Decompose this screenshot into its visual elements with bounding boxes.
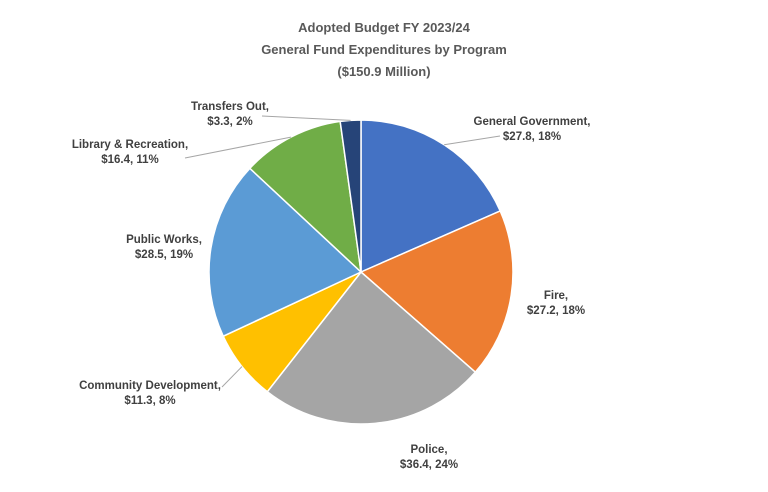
chart-title: Adopted Budget FY 2023/24: [298, 20, 470, 35]
slice-label-name: Library & Recreation,: [72, 139, 188, 151]
pie-slice-public-works: [208, 167, 363, 338]
slice-label-name: Fire,: [544, 290, 568, 302]
slice-label-name: Transfers Out,: [191, 101, 269, 113]
slice-label-name: Police,: [410, 444, 447, 456]
slice-label-name: Community Development,: [79, 380, 221, 392]
slice-label-name: General Government,: [474, 116, 591, 128]
leader-line: [221, 366, 243, 388]
slice-label-value: $27.8, 18%: [503, 131, 561, 143]
slice-label-value: $16.4, 11%: [101, 154, 159, 166]
pie-slice-police: [266, 270, 477, 425]
pie-slice-library-recreation: [248, 120, 363, 274]
chart-subtitle: General Fund Expenditures by Program: [261, 42, 507, 57]
slice-label-value: $36.4, 24%: [400, 459, 458, 471]
slice-label-value: $3.3, 2%: [207, 116, 252, 128]
pie-slice-general-government: [360, 119, 502, 274]
leader-line: [261, 115, 351, 121]
leader-line: [444, 135, 501, 146]
slice-label-value: $28.5, 19%: [135, 249, 193, 261]
slice-label-name: Public Works,: [126, 234, 202, 246]
leader-line: [184, 136, 292, 159]
slice-label-value: $27.2, 18%: [527, 305, 585, 317]
pie-slice-fire: [359, 209, 514, 374]
slice-label-value: $11.3, 8%: [124, 395, 175, 407]
chart-subtitle-total: ($150.9 Million): [337, 64, 431, 79]
